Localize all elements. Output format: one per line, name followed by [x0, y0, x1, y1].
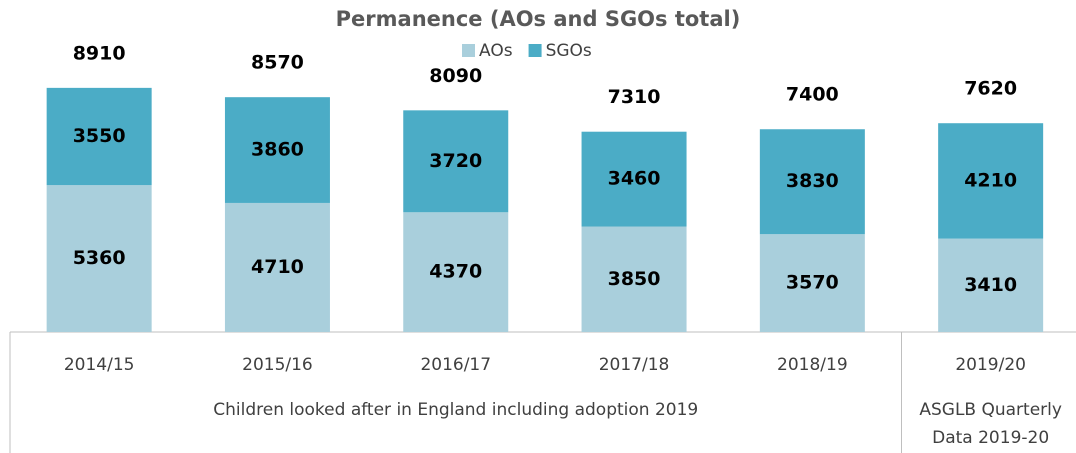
- bar-segment: [938, 238, 1044, 332]
- x-tick-label: 2019/20: [955, 355, 1026, 375]
- x-tick-label: 2018/19: [777, 355, 848, 375]
- data-label: 3410: [964, 274, 1017, 296]
- x-tick-label: 2015/16: [242, 355, 313, 375]
- legend-label: SGOs: [546, 41, 592, 61]
- data-label: 3850: [608, 268, 661, 290]
- total-label: 8910: [73, 42, 126, 64]
- data-label: 4370: [429, 261, 482, 283]
- legend-swatch: [528, 44, 542, 57]
- total-label: 8090: [429, 65, 482, 87]
- bar-segment: [46, 185, 152, 332]
- x-tick-label: 2017/18: [599, 355, 670, 375]
- data-label: 3550: [73, 125, 126, 147]
- bar-segment: [759, 129, 865, 235]
- legend-label: AOs: [479, 41, 513, 61]
- chart-title: Permanence (AOs and SGOs total): [336, 7, 741, 31]
- bar-segment: [581, 131, 687, 227]
- bar-segment: [403, 212, 509, 332]
- bar-segment: [938, 123, 1044, 239]
- bar-segment: [759, 234, 865, 332]
- bar-segment: [581, 226, 687, 332]
- bar-segment: [224, 97, 330, 203]
- data-label: 4710: [251, 256, 304, 278]
- bar-segment: [403, 110, 509, 213]
- data-label: 5360: [73, 247, 126, 269]
- group-label: Children looked after in England includi…: [213, 400, 699, 420]
- bar-segment: [46, 87, 152, 186]
- total-label: 7310: [608, 86, 661, 108]
- data-label: 4210: [964, 169, 1017, 191]
- data-label: 3460: [608, 168, 661, 190]
- bar-segment: [224, 202, 330, 332]
- x-tick-label: 2014/15: [64, 355, 135, 375]
- data-label: 3720: [429, 150, 482, 172]
- total-label: 7620: [964, 78, 1017, 100]
- total-label: 8570: [251, 52, 304, 74]
- data-label: 3830: [786, 170, 839, 192]
- x-tick-label: 2016/17: [420, 355, 491, 375]
- group-label: ASGLB Quarterly Data 2019-20: [919, 400, 1062, 448]
- legend-swatch: [462, 44, 475, 57]
- data-label: 3570: [786, 272, 839, 294]
- total-label: 7400: [786, 84, 839, 106]
- data-label: 3860: [251, 139, 304, 161]
